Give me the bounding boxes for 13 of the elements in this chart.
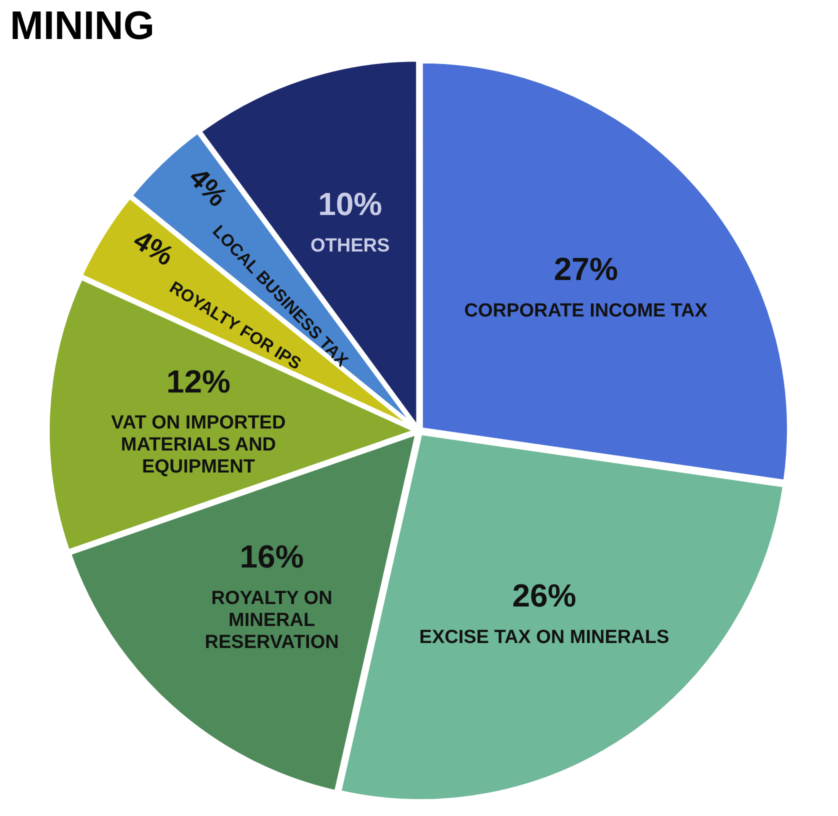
slice-label: CORPORATE INCOME TAX — [464, 300, 708, 322]
data-label: 4% — [128, 224, 180, 272]
data-label: 27% — [554, 251, 618, 288]
data-label: 26% — [512, 578, 576, 614]
slice-label: VAT ON IMPORTED MATERIALS AND EQUIPMENT — [111, 412, 286, 478]
data-label: 10% — [318, 186, 382, 222]
data-label: 16% — [240, 538, 304, 574]
slice-label: ROYALTY ON MINERAL RESERVATION — [204, 588, 339, 653]
slice-label: OTHERS — [310, 235, 390, 256]
data-label: 12% — [166, 363, 230, 400]
slice-label: EXCISE TAX ON MINERALS — [419, 627, 670, 648]
chart-title: MINING — [10, 4, 154, 48]
data-label: 4% — [183, 162, 234, 212]
